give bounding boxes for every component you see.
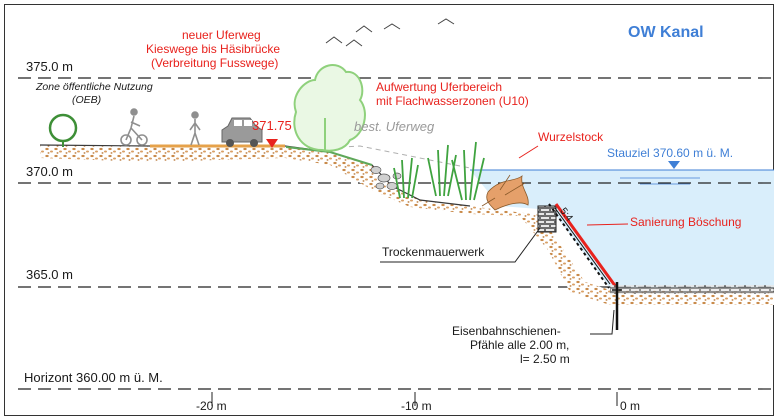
new-path-label: neuer Uferweg <box>182 28 261 42</box>
root-stock-label: Wurzelstock <box>538 130 604 144</box>
zone-label-abbr: (OEB) <box>72 94 102 106</box>
upgrade-label: Aufwertung Uferbereich <box>376 80 503 94</box>
existing-path-label: best. Uferweg <box>354 119 435 134</box>
diagram-title: OW Kanal <box>628 24 704 41</box>
bird-icon <box>325 18 455 47</box>
slope-pile-line <box>548 203 610 289</box>
water-level-label: Stauziel 370.60 m ü. M. <box>607 146 734 160</box>
new-path-label: (Verbreitung Fusswege) <box>151 56 279 70</box>
elevation-marker-icon <box>266 139 278 148</box>
piles-label: l= 2.50 m <box>520 352 570 366</box>
root-stock-icon <box>481 174 529 211</box>
reed-icon <box>393 141 485 201</box>
stone-riprap <box>370 166 402 190</box>
zone-label: Zone öffentliche Nutzung <box>36 81 153 93</box>
rehab-label: Sanierung Böschung <box>630 215 742 229</box>
elevation-label: 371.75 <box>252 118 292 133</box>
rehab-leader-line <box>586 223 629 226</box>
pedestrian-icon <box>189 111 201 146</box>
level-label-375: 375.0 m <box>26 59 73 74</box>
tree-icon <box>293 64 366 152</box>
level-label-370: 370.0 m <box>26 164 73 179</box>
rehab-slope-line <box>554 203 618 288</box>
drystone-label: Trockenmauerwerk <box>382 245 485 259</box>
root-leader-line <box>518 145 539 159</box>
piles-label: Pfähle alle 2.00 m, <box>470 338 570 352</box>
car-icon <box>221 117 263 147</box>
x-tick-label: 0 m <box>620 399 641 413</box>
canal-bed-gravel <box>610 285 774 294</box>
water-level-marker-icon <box>668 161 680 169</box>
vegetated-bank <box>285 146 373 166</box>
drystone-leader-line <box>380 227 541 263</box>
level-label-365: 365.0 m <box>26 267 73 282</box>
cyclist-icon <box>120 108 148 146</box>
slope-edge <box>554 207 611 285</box>
canal-water <box>470 170 774 288</box>
tree-icon <box>48 113 78 147</box>
upgrade-label: mit Flachwasserzonen (U10) <box>376 94 529 108</box>
piles-leader-line <box>590 309 615 335</box>
piles-label: Eisenbahnschienen- <box>452 324 561 338</box>
x-tick-label: -10 m <box>401 399 432 413</box>
new-path-label: Kieswege bis Häsibrücke <box>146 42 281 56</box>
level-label-horizon: Horizont 360.00 m ü. M. <box>24 370 163 385</box>
x-tick-label: -20 m <box>196 399 227 413</box>
